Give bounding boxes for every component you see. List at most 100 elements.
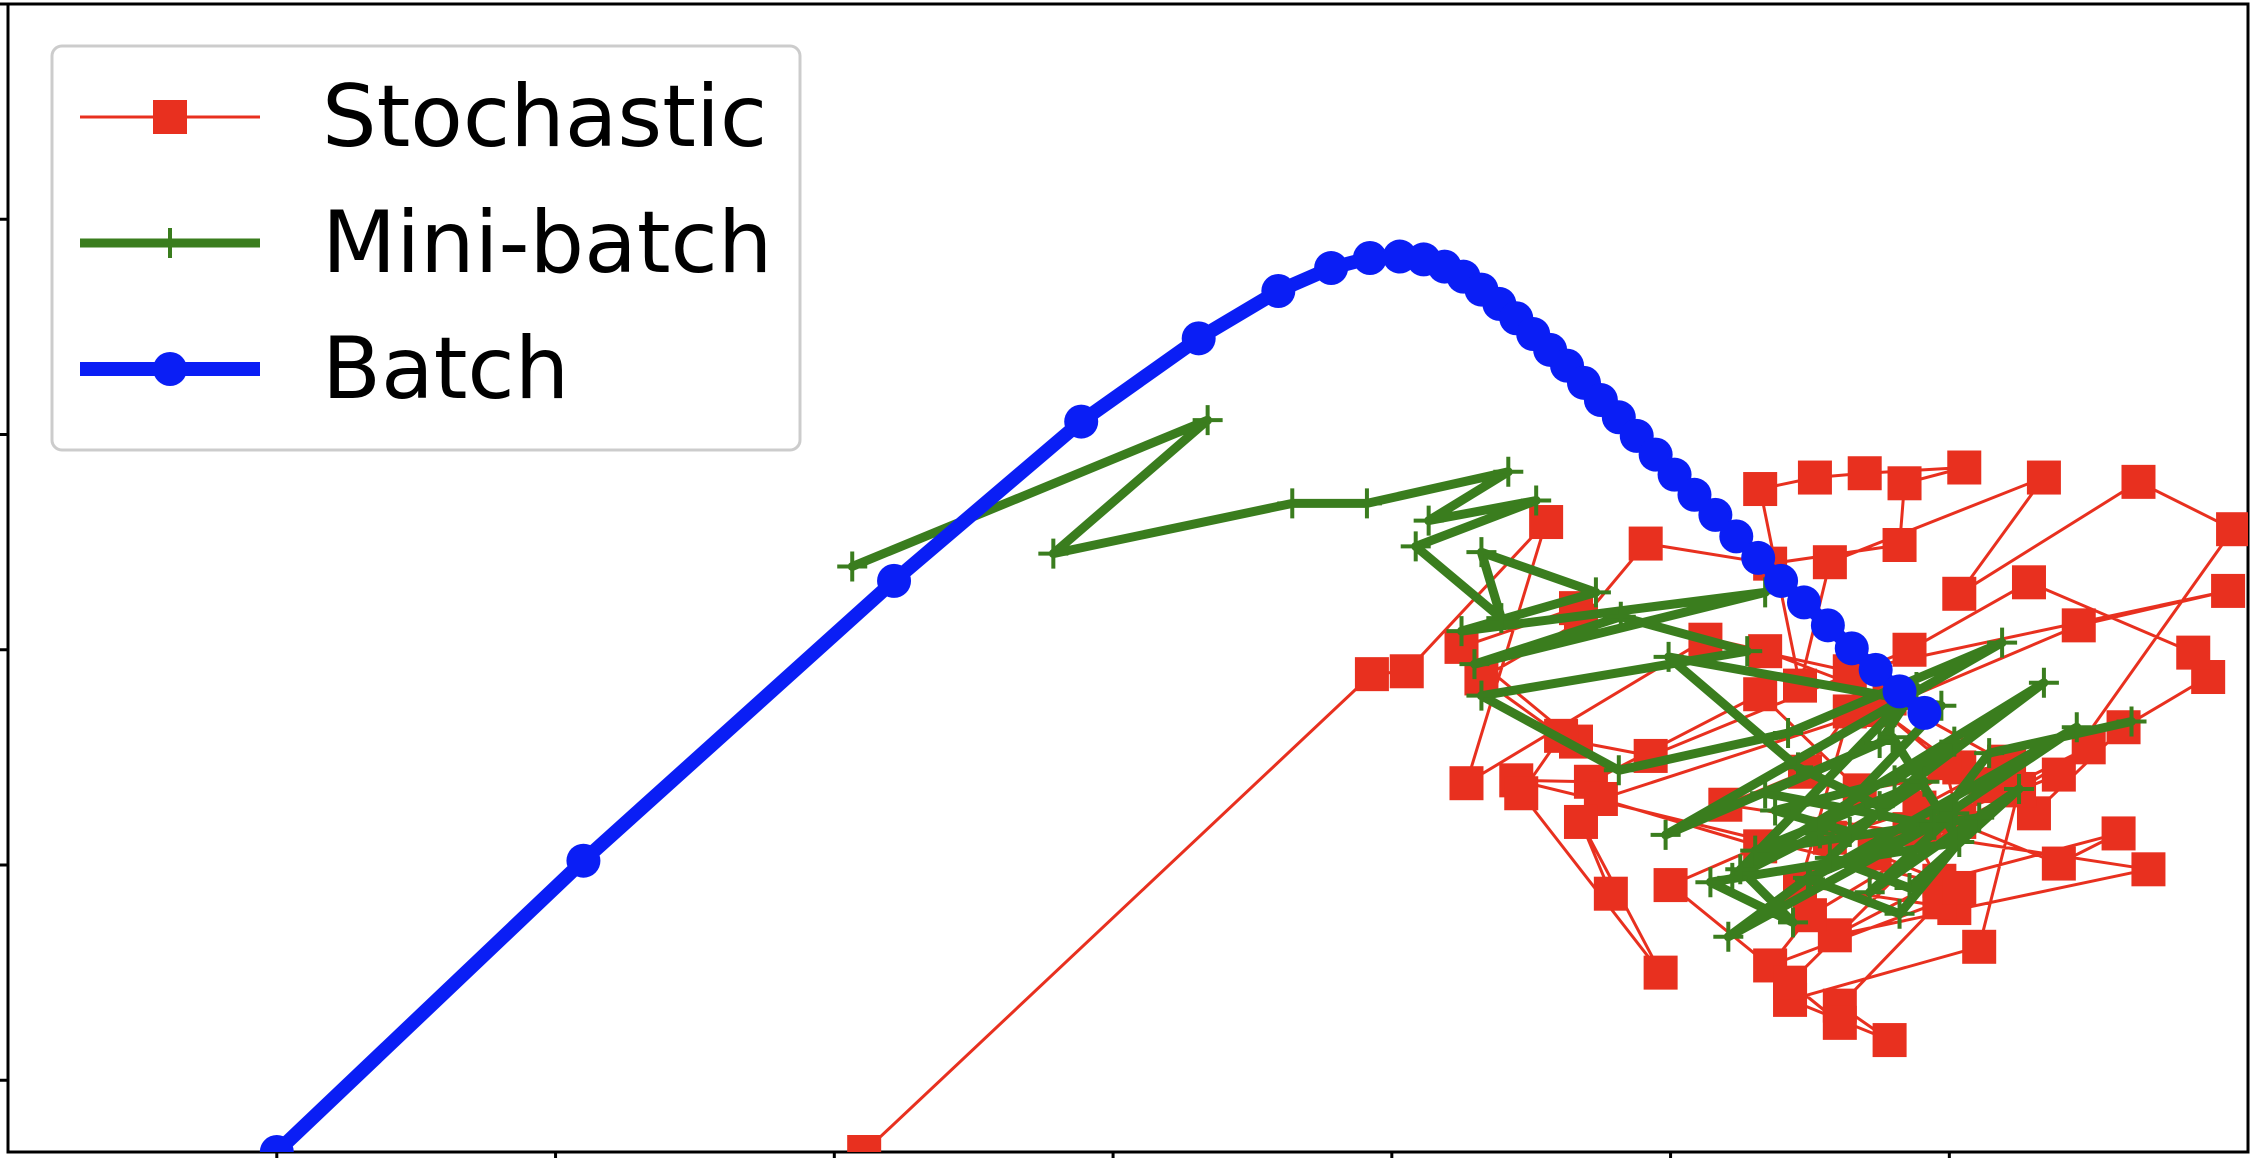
point-minibatch — [1987, 627, 2018, 658]
point-minibatch — [1192, 405, 1223, 436]
point-stochastic — [2026, 460, 2061, 495]
point-minibatch — [1038, 538, 1069, 569]
point-stochastic — [1504, 776, 1539, 811]
point-stochastic — [1822, 1005, 1857, 1040]
point-stochastic — [1947, 450, 1982, 485]
point-stochastic — [1643, 955, 1678, 990]
point-stochastic — [1653, 868, 1688, 903]
point-minibatch — [1605, 601, 1636, 632]
point-batch — [1352, 240, 1387, 275]
point-stochastic — [1792, 898, 1827, 933]
point-minibatch — [1879, 765, 1910, 796]
point-stochastic — [1872, 1023, 1907, 1058]
point-stochastic — [1743, 677, 1778, 712]
point-minibatch — [1864, 791, 1895, 822]
point-batch — [1064, 404, 1099, 439]
point-minibatch — [1695, 867, 1726, 898]
legend-marker-batch — [153, 352, 187, 386]
point-stochastic — [1743, 472, 1778, 507]
legend: Stochastic Mini-batch Batch — [50, 44, 802, 452]
point-batch — [1261, 274, 1296, 308]
point-minibatch — [1964, 802, 1995, 833]
point-stochastic — [2131, 852, 2166, 887]
point-stochastic — [847, 1135, 882, 1152]
point-minibatch — [2004, 773, 2035, 804]
point-stochastic — [1354, 657, 1389, 692]
point-stochastic — [1812, 545, 1847, 580]
point-minibatch — [1486, 603, 1517, 634]
point-minibatch — [1804, 818, 1835, 849]
point-minibatch — [1351, 488, 1382, 519]
point-minibatch — [1732, 636, 1763, 667]
point-stochastic — [1882, 527, 1917, 562]
point-minibatch — [1884, 898, 1915, 929]
point-minibatch — [1944, 827, 1975, 858]
point-minibatch — [2116, 706, 2147, 737]
point-minibatch — [1939, 798, 1970, 829]
point-stochastic — [1563, 804, 1598, 839]
point-batch — [259, 1135, 294, 1152]
point-minibatch — [1466, 680, 1497, 711]
point-minibatch — [1446, 616, 1477, 647]
point-stochastic — [2061, 608, 2096, 643]
point-stochastic — [1892, 632, 1927, 667]
point-minibatch — [1783, 752, 1814, 783]
point-batch — [1882, 674, 1917, 709]
point-batch — [1858, 652, 1893, 687]
plot-area — [259, 239, 2248, 1152]
point-minibatch — [1974, 738, 2005, 769]
legend-sample-minibatch — [80, 228, 260, 258]
point-stochastic — [2121, 464, 2156, 499]
legend-label-batch: Batch — [322, 319, 569, 419]
point-batch — [1741, 540, 1776, 575]
point-stochastic — [1942, 576, 1977, 611]
point-batch — [566, 843, 601, 878]
point-minibatch — [1459, 649, 1490, 680]
point-minibatch — [1400, 531, 1431, 562]
point-minibatch — [1603, 755, 1634, 786]
point-batch — [1698, 497, 1733, 532]
point-stochastic — [1593, 876, 1628, 911]
legend-box — [50, 44, 802, 452]
point-batch — [1786, 585, 1821, 620]
point-minibatch — [1493, 456, 1524, 487]
point-minibatch — [1413, 505, 1444, 536]
point-stochastic — [2041, 846, 2076, 881]
point-batch — [1834, 631, 1869, 666]
point-minibatch — [1864, 728, 1895, 759]
point-stochastic — [1389, 654, 1424, 689]
point-minibatch — [1773, 717, 1804, 748]
point-minibatch — [1760, 795, 1791, 826]
point-stochastic — [2211, 573, 2246, 608]
point-batch — [1719, 519, 1754, 554]
point-minibatch — [1750, 778, 1781, 809]
point-minibatch — [1778, 907, 1809, 938]
point-stochastic — [1773, 965, 1808, 1000]
point-minibatch — [1521, 485, 1552, 516]
point-minibatch — [1854, 877, 1885, 908]
point-stochastic — [2176, 635, 2211, 670]
point-batch — [1181, 321, 1216, 356]
point-batch — [1907, 695, 1942, 730]
point-stochastic — [1962, 929, 1997, 964]
point-minibatch — [1792, 862, 1823, 893]
legend-label-minibatch: Mini-batch — [322, 193, 772, 293]
point-minibatch — [1894, 872, 1925, 903]
point-minibatch — [1834, 816, 1865, 847]
series-line-minibatch — [847, 415, 2136, 942]
point-stochastic — [1797, 460, 1832, 495]
point-batch — [1810, 608, 1845, 643]
point-minibatch — [1725, 854, 1756, 885]
point-stochastic — [2011, 565, 2046, 600]
point-minibatch — [1939, 726, 1970, 757]
point-minibatch — [1740, 835, 1771, 866]
point-minibatch — [1919, 809, 1950, 840]
legend-label-stochastic: Stochastic — [322, 67, 767, 167]
point-minibatch — [1877, 722, 1908, 753]
point-stochastic — [2041, 757, 2076, 792]
series-minibatch — [837, 405, 2147, 952]
point-stochastic — [2216, 512, 2248, 547]
legend-marker-stochastic — [153, 100, 187, 134]
